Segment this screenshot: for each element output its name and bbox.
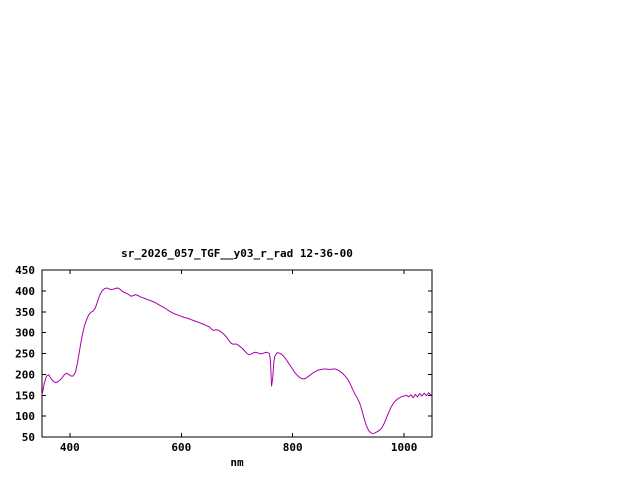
x-tick-label: 1000 xyxy=(391,441,418,454)
series-line xyxy=(41,287,433,435)
y-tick-label: 400 xyxy=(15,285,35,298)
x-axis-label: nm xyxy=(230,456,244,469)
y-tick-label: 150 xyxy=(15,389,35,402)
x-tick-label: 400 xyxy=(60,441,80,454)
y-tick-label: 100 xyxy=(15,410,35,423)
y-tick-label: 350 xyxy=(15,306,35,319)
y-tick-label: 200 xyxy=(15,368,35,381)
y-tick-label: 450 xyxy=(15,264,35,277)
chart-title: sr_2026_057_TGF__y03_r_rad 12-36-00 xyxy=(121,247,353,260)
plot-border xyxy=(41,269,433,438)
y-tick-label: 250 xyxy=(15,348,35,361)
x-tick-label: 600 xyxy=(171,441,191,454)
x-tick-label: 800 xyxy=(283,441,303,454)
y-tick-label: 50 xyxy=(22,431,35,444)
y-tick-label: 300 xyxy=(15,327,35,340)
